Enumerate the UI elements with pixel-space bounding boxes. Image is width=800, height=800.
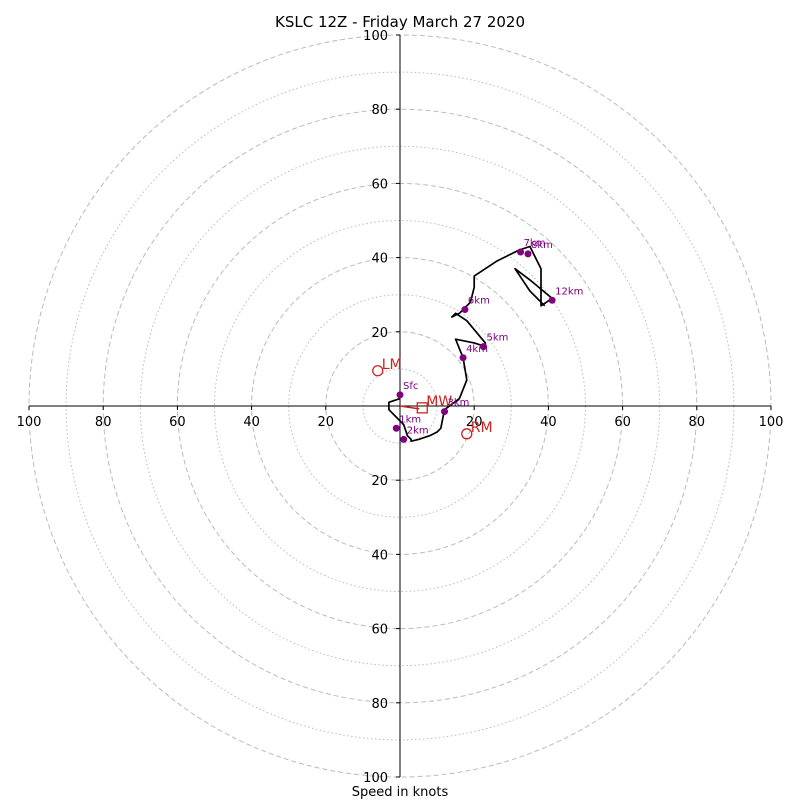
storm-motion-markers: LM RM MW [372,357,493,440]
height-point [548,296,556,304]
x-tick-label: 100 [17,415,42,430]
y-tick-label: 40 [371,252,388,267]
height-point [479,343,487,351]
y-tick-label: 80 [371,103,388,118]
y-tick-label: 60 [371,177,388,192]
height-label: 12km [555,286,583,297]
y-tick-label: 40 [371,548,388,563]
y-tick-label: 100 [363,771,388,786]
height-point [400,435,408,443]
height-point [517,248,525,256]
height-label: Sfc [403,381,418,392]
y-tick-label: 100 [363,29,388,44]
x-tick-label: 80 [689,415,706,430]
x-tick-label: 20 [466,415,483,430]
x-tick-label: 80 [95,415,112,430]
x-axis-label: Speed in knots [352,785,449,800]
height-label: 6km [468,296,490,307]
x-tick-label: 100 [759,415,784,430]
mean-wind-marker [416,402,428,414]
y-tick-label: 80 [371,697,388,712]
height-label: 1km [399,414,421,425]
height-label: 3km [448,398,470,409]
height-label: 8km [531,240,553,251]
x-tick-label: 60 [614,415,631,430]
height-label: 7km [524,238,546,249]
mean-wind-vector [399,405,420,410]
rm-label: RM [471,420,493,436]
x-tick-label: 40 [243,415,260,430]
x-tick-label: 40 [540,415,557,430]
height-point [396,391,404,399]
chart-title: KSLC 12Z - Friday March 27 2020 [275,13,525,31]
height-point [459,354,467,362]
height-label: 5km [486,333,508,344]
y-tick-label: 20 [371,326,388,341]
height-point [524,250,532,258]
rm-marker [461,428,473,440]
y-tick-label: 60 [371,623,388,638]
height-label: 2km [407,425,429,436]
mw-label: MW [426,394,452,410]
lm-label: LM [382,357,402,373]
y-tick-label: 20 [371,474,388,489]
x-tick-label: 20 [318,415,335,430]
height-point [441,408,449,416]
lm-marker [372,365,384,377]
height-point [392,424,400,432]
height-label: 4km [466,344,488,355]
tick-labels: 100 80 60 40 20 20 40 60 80 100 100 80 60 40 20 20 40 60 8… [17,29,784,786]
x-tick-label: 60 [169,415,186,430]
height-point [461,306,469,314]
